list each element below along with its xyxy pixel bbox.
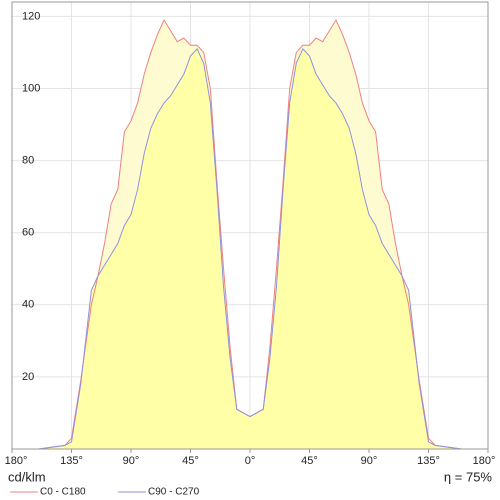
x-tick-label: 180°: [473, 455, 496, 467]
x-tick-label: 135°: [417, 455, 440, 467]
y-tick-label: 20: [22, 371, 34, 383]
y-tick-label: 40: [22, 299, 34, 311]
annotation: η = 75%: [444, 469, 493, 484]
x-tick-label: 135°: [60, 455, 83, 467]
x-tick-label: 180°: [5, 455, 28, 467]
y-tick-label: 120: [22, 10, 40, 22]
y-tick-label: 60: [22, 227, 34, 239]
series-line: [12, 47, 488, 450]
x-tick-label: 90°: [361, 455, 378, 467]
y-axis-label: cd/klm: [8, 469, 46, 484]
x-tick-label: 45°: [301, 455, 318, 467]
legend-label: C90 - C270: [148, 487, 200, 498]
x-tick-label: 0°: [245, 455, 256, 467]
x-tick-label: 90°: [123, 455, 140, 467]
y-tick-label: 80: [22, 155, 34, 167]
x-tick-label: 45°: [182, 455, 199, 467]
legend-label: C0 - C180: [40, 487, 86, 498]
y-tick-label: 100: [22, 82, 40, 94]
area-fill: [12, 48, 488, 449]
